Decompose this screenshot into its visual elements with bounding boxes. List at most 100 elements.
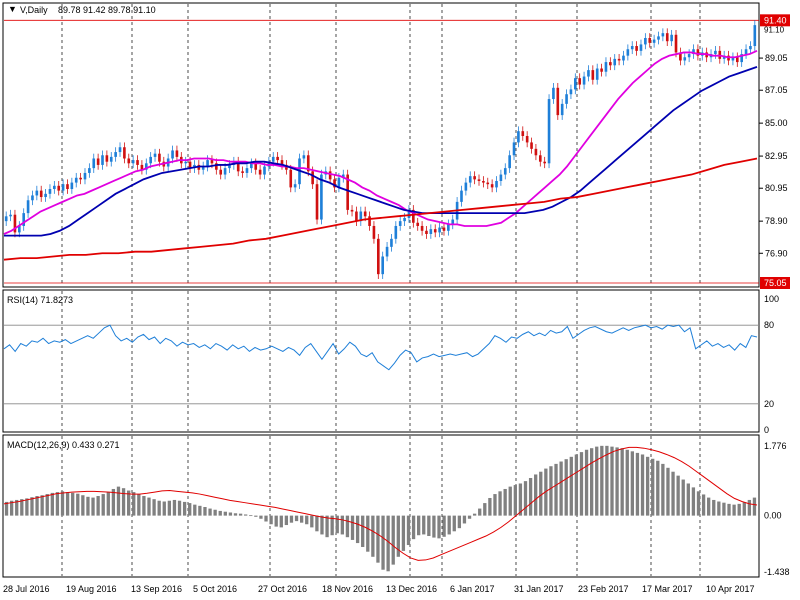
macd-histogram-bar (238, 513, 243, 516)
macd-histogram-bar (625, 449, 629, 516)
macd-histogram-bar (162, 501, 166, 516)
candle-body (556, 87, 560, 116)
macd-histogram-bar (30, 497, 34, 516)
candle-body (503, 168, 507, 175)
macd-histogram-bar (666, 467, 670, 516)
candle-body (473, 176, 476, 180)
macd-histogram-bar (442, 515, 446, 537)
candle-body (315, 184, 319, 220)
candle-body (306, 155, 310, 172)
macd-histogram-bar (401, 515, 406, 551)
macd-histogram-bar (320, 515, 324, 535)
macd-histogram-bar (691, 487, 696, 516)
macd-histogram-bar (483, 503, 487, 516)
macd-histogram-bar (152, 499, 156, 516)
candle-body (740, 54, 743, 63)
candle-body (39, 190, 43, 198)
macd-histogram-bar (630, 451, 635, 516)
candle-body (53, 185, 56, 190)
candle-body (385, 246, 389, 257)
macd-histogram-bar (671, 471, 675, 516)
candle-body (460, 190, 463, 202)
macd-histogram-bar (305, 515, 309, 525)
candle-body (429, 229, 433, 234)
macd-histogram-bar (193, 504, 197, 516)
candle-body (35, 190, 39, 196)
candle-body (328, 171, 332, 180)
candle-body (552, 87, 555, 100)
macd-histogram-bar (25, 498, 29, 516)
level-line-label: 75.05 (764, 278, 787, 288)
candle-body (57, 185, 61, 191)
price-y-tick-label: 78.90 (765, 216, 788, 226)
moving-average-line (3, 50, 758, 235)
candle-body (490, 184, 494, 188)
chart-dropdown-icon[interactable]: ▼ (8, 4, 17, 14)
level-line-badge (760, 277, 790, 289)
candle-body (574, 78, 577, 90)
candle-body (22, 213, 26, 226)
candle-body (543, 161, 546, 164)
macd-histogram-bar (661, 463, 665, 516)
candle-body (109, 156, 113, 162)
macd-histogram-bar (208, 508, 212, 516)
macd-histogram-bar (223, 511, 227, 516)
macd-histogram-bar (15, 499, 19, 516)
macd-histogram-bar (732, 504, 736, 516)
rsi-line (3, 324, 758, 371)
candle-body (687, 54, 691, 58)
candle-body (753, 25, 757, 47)
macd-histogram-bar (737, 503, 741, 516)
macd-histogram-bar (96, 496, 100, 516)
macd-histogram-bar (696, 491, 701, 516)
macd-histogram-bar (391, 515, 395, 565)
candle-body (416, 222, 420, 226)
macd-histogram-bar (503, 488, 507, 516)
candle-body (368, 216, 371, 226)
macd-histogram-bar (259, 515, 263, 519)
candle-body (31, 195, 34, 201)
candle-body (271, 156, 275, 162)
candle-body (670, 34, 673, 42)
macd-histogram-bar (742, 502, 746, 516)
candle-body (547, 99, 551, 164)
macd-histogram-bar (289, 515, 294, 523)
macd-histogram-bar (406, 515, 411, 546)
macd-histogram-bar (462, 515, 467, 524)
macd-histogram-bar (81, 495, 85, 516)
macd-histogram-bar (310, 515, 314, 528)
rsi-title: RSI(14) 71.8273 (7, 295, 73, 305)
macd-histogram-bar (478, 508, 482, 516)
candle-body (569, 89, 573, 95)
candle-body (66, 184, 69, 190)
candle-body (136, 160, 139, 165)
macd-histogram-bar (554, 463, 558, 516)
macd-histogram-bar (584, 449, 589, 516)
macd-histogram-bar (345, 515, 350, 538)
candle-body (83, 172, 87, 180)
macd-histogram-bar (55, 492, 60, 516)
candle-body (438, 227, 441, 233)
candle-body (127, 158, 131, 164)
candle-body (622, 55, 625, 61)
candle-body (381, 256, 385, 275)
candle-body (131, 160, 135, 164)
macd-histogram-bar (203, 507, 207, 516)
x-tick-label: 18 Nov 2016 (322, 584, 373, 594)
macd-histogram-bar (71, 492, 75, 516)
macd-histogram-bar (681, 479, 685, 516)
rsi-y-tick-label: 20 (764, 399, 774, 409)
candle-body (617, 58, 621, 61)
macd-panel: 1.776 0.00 -1.438 (3, 441, 790, 577)
ohlc-label: 89.78 91.42 89.78 91.10 (58, 5, 156, 15)
price-y-tick-label: 76.90 (765, 248, 788, 258)
macd-histogram-bar (574, 454, 579, 516)
candle-body (530, 142, 533, 149)
macd-histogram-bar (457, 515, 462, 529)
macd-histogram-bar (274, 515, 278, 527)
macd-histogram-bar (656, 460, 660, 516)
candle-body (442, 227, 446, 231)
macd-histogram-bar (330, 515, 334, 536)
candle-body (376, 238, 380, 275)
candle-body (412, 209, 415, 223)
